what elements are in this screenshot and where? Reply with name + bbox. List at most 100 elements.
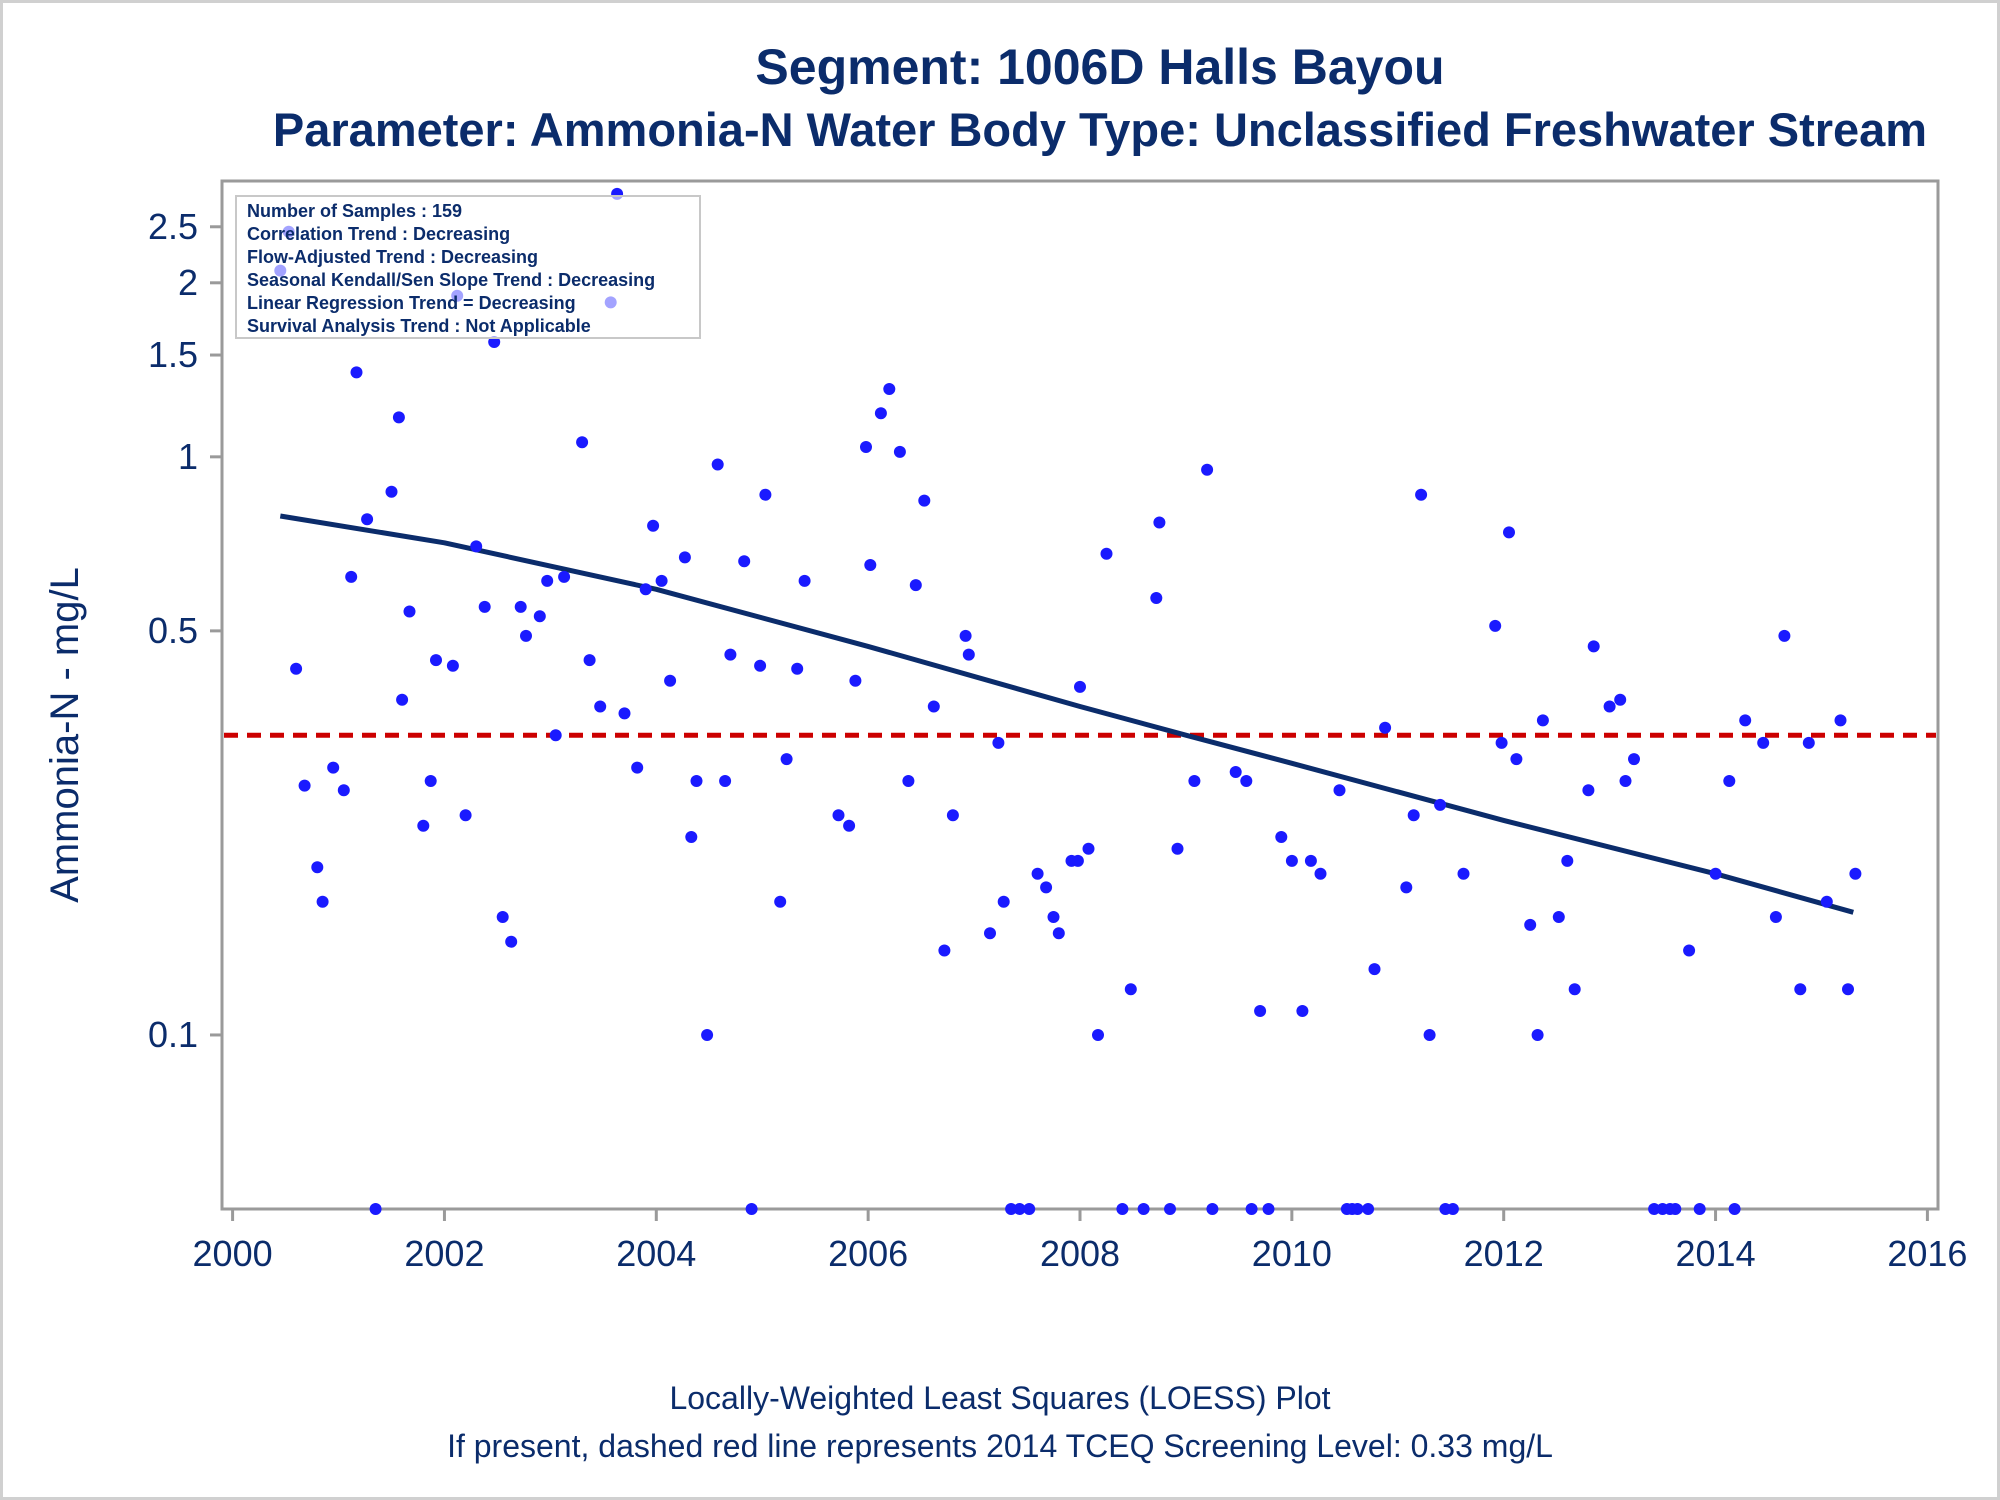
data-point: [1628, 753, 1640, 766]
data-points: [274, 187, 1862, 1215]
data-point: [345, 570, 358, 583]
data-point: [1582, 784, 1595, 797]
data-point: [639, 583, 652, 596]
data-point: [594, 700, 607, 713]
data-point: [1778, 629, 1791, 642]
data-point: [1820, 895, 1833, 908]
data-point: [1040, 881, 1053, 894]
data-point: [1005, 1203, 1018, 1215]
data-point: [832, 809, 845, 822]
data-point: [1206, 1203, 1219, 1215]
data-point: [1229, 766, 1242, 778]
data-point: [1739, 714, 1752, 727]
x-tick-label: 2010: [1252, 1233, 1332, 1274]
data-point: [470, 540, 483, 553]
data-point: [1164, 1203, 1176, 1215]
data-point: [1275, 831, 1288, 843]
data-point: [1683, 944, 1696, 957]
data-point: [1619, 775, 1632, 787]
data-point: [1201, 463, 1214, 476]
data-point: [558, 570, 571, 583]
data-point: [385, 485, 398, 498]
data-point: [938, 944, 951, 957]
data-point: [774, 895, 787, 908]
data-point: [520, 629, 532, 642]
data-point: [424, 775, 437, 787]
data-point: [514, 600, 527, 613]
data-point: [396, 693, 409, 706]
stats-line-survival: Survival Analysis Trend : Not Applicable: [247, 316, 591, 336]
data-point: [446, 659, 459, 672]
data-point: [759, 488, 772, 501]
y-tick-label: 1.5: [148, 334, 198, 375]
data-point: [1561, 854, 1574, 867]
y-tick-label: 0.1: [148, 1014, 198, 1055]
data-point: [1524, 918, 1537, 931]
data-point: [655, 574, 668, 587]
data-point: [576, 436, 589, 449]
data-point: [1314, 867, 1327, 880]
stats-line-seasonal-kendall: Seasonal Kendall/Sen Slope Trend : Decre…: [247, 270, 655, 290]
data-point: [690, 775, 703, 787]
data-point: [711, 458, 724, 471]
data-point: [1723, 775, 1736, 787]
data-point: [549, 729, 562, 742]
data-point: [316, 895, 329, 908]
data-point: [1849, 867, 1862, 880]
data-point: [738, 555, 751, 568]
data-point: [1071, 854, 1084, 867]
data-point: [361, 513, 374, 526]
data-point: [1362, 1203, 1375, 1215]
data-point: [1047, 911, 1060, 923]
data-point: [902, 775, 915, 787]
data-point: [1769, 911, 1782, 923]
data-point: [962, 648, 975, 661]
data-point: [1262, 1203, 1275, 1215]
data-point: [298, 779, 311, 792]
data-point: [1116, 1203, 1129, 1215]
data-point: [909, 579, 922, 592]
chart-subtitle: Parameter: Ammonia-N Water Body Type: Un…: [272, 103, 1928, 156]
x-tick-label: 2016: [1887, 1233, 1967, 1274]
data-point: [701, 1029, 714, 1041]
y-tick-label: 2.5: [148, 206, 198, 247]
data-point: [369, 1203, 382, 1215]
data-point: [843, 819, 856, 832]
x-tick-label: 2012: [1464, 1233, 1544, 1274]
footnote-loess: Locally-Weighted Least Squares (LOESS) P…: [669, 1380, 1331, 1416]
data-point: [337, 784, 350, 797]
data-point: [754, 659, 767, 672]
data-point: [1423, 1029, 1436, 1041]
data-point: [798, 574, 811, 587]
data-point: [1457, 867, 1470, 880]
data-point: [1415, 488, 1428, 501]
data-point: [745, 1203, 758, 1215]
data-point: [1137, 1203, 1150, 1215]
data-point: [1434, 798, 1447, 811]
data-point: [631, 761, 644, 774]
data-point: [392, 411, 405, 424]
data-point: [1489, 619, 1502, 632]
trend-statistics-box: Number of Samples : 159 Correlation Tren…: [235, 195, 701, 339]
data-point: [1150, 592, 1163, 604]
stats-line-samples: Number of Samples : 159: [247, 201, 462, 221]
data-point: [724, 648, 737, 661]
axes: 2000 2002 2004 2006 2008 2010 2012 2014 2016 0.1 0…: [148, 179, 1967, 1274]
data-point: [1333, 784, 1346, 797]
data-point: [1379, 721, 1392, 734]
data-point: [533, 610, 546, 623]
x-tick-label: 2006: [828, 1233, 908, 1274]
data-point: [1603, 700, 1616, 713]
data-point: [1407, 809, 1420, 822]
data-point: [1531, 1029, 1544, 1041]
data-point: [1693, 1203, 1706, 1215]
data-point: [1023, 1203, 1036, 1215]
data-point: [1495, 736, 1508, 749]
data-point: [1082, 842, 1095, 855]
data-point: [1092, 1029, 1104, 1041]
data-point: [647, 519, 660, 532]
data-point: [1709, 867, 1722, 880]
data-point: [883, 383, 896, 395]
data-point: [541, 574, 554, 587]
